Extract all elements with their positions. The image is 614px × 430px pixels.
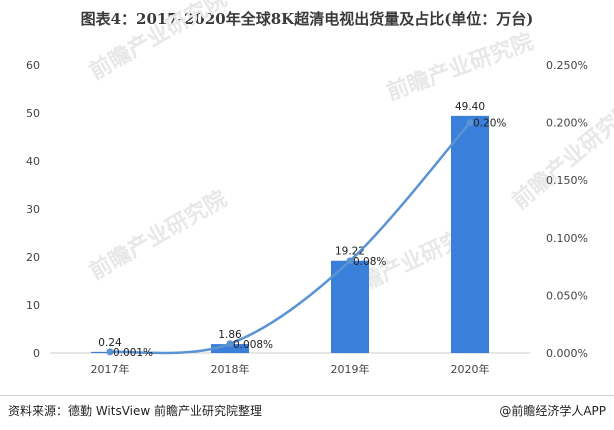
line-point xyxy=(106,348,114,356)
series-line xyxy=(109,121,471,355)
chart-title: 图表4：2017-2020年全球8K超清电视出货量及占比(单位：万台) xyxy=(80,10,534,28)
x-tick-label: 2020年 xyxy=(451,362,490,376)
bar xyxy=(211,344,249,353)
bar xyxy=(451,115,489,353)
line-value-label: 0.001% xyxy=(113,347,153,359)
line-point xyxy=(226,340,234,348)
bar-value-label: 1.86 xyxy=(218,329,242,341)
y-left-tick-label: 40 xyxy=(26,155,40,168)
y-right-tick-label: 0.250% xyxy=(546,59,588,72)
y-right-tick-label: 0.000% xyxy=(546,347,588,360)
x-tick-label: 2018年 xyxy=(211,362,250,376)
y-axis-left: 0 10 20 30 40 50 60 xyxy=(26,59,40,360)
bar xyxy=(331,260,369,353)
x-tick-label: 2017年 xyxy=(91,362,130,376)
source-note: 资料来源：德勤 WitsView 前瞻产业研究院整理 xyxy=(8,404,262,418)
y-right-tick-label: 0.050% xyxy=(546,289,588,302)
y-left-tick-label: 20 xyxy=(26,251,40,264)
y-left-tick-label: 50 xyxy=(26,107,40,120)
bar-value-label: 0.24 xyxy=(98,337,122,349)
bar-value-label: 49.40 xyxy=(455,101,485,113)
watermark-text: 前瞻产业研究院 xyxy=(507,96,614,215)
y-left-tick-label: 10 xyxy=(26,299,40,312)
watermark-text: 前瞻产业研究院 xyxy=(85,186,231,286)
x-tick-label: 2019年 xyxy=(331,362,370,376)
y-left-tick-label: 60 xyxy=(26,59,40,72)
line-point xyxy=(346,257,354,265)
y-left-tick-label: 30 xyxy=(26,203,40,216)
y-right-tick-label: 0.200% xyxy=(546,117,588,130)
y-right-tick-label: 0.150% xyxy=(546,174,588,187)
watermark-text: 前瞻产业研究院 xyxy=(85,0,231,85)
y-right-tick-label: 0.100% xyxy=(546,232,588,245)
watermark-text: 前瞻产业研究院 xyxy=(383,29,537,106)
brand-credit: @前瞻经济学人APP xyxy=(499,404,606,418)
y-axis-right: 0.000% 0.050% 0.100% 0.150% 0.200% 0.250% xyxy=(546,59,588,360)
line-series: 0.001% 0.008% 0.08% 0.20% xyxy=(106,118,506,359)
y-left-tick-label: 0 xyxy=(33,347,40,360)
line-point xyxy=(466,119,474,127)
line-value-label: 0.08% xyxy=(353,256,386,268)
line-value-label: 0.20% xyxy=(473,118,506,130)
x-axis: 2017年 2018年 2019年 2020年 xyxy=(91,362,490,376)
line-value-label: 0.008% xyxy=(233,339,273,351)
footer-divider xyxy=(0,395,614,396)
